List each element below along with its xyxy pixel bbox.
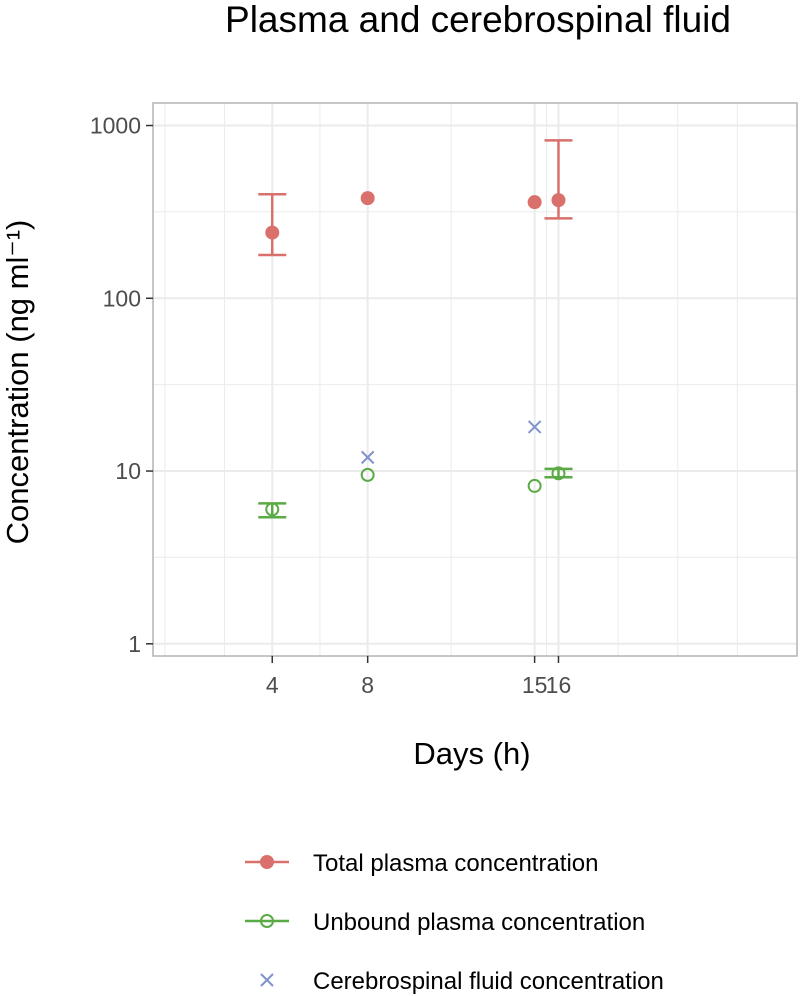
legend-marker	[260, 914, 274, 928]
y-axis-title: Concentration (ng ml⁻¹)	[0, 220, 35, 545]
data-point	[527, 478, 542, 493]
x-tick-label: 8	[361, 672, 374, 698]
legend-item-unbound: Unbound plasma concentration	[245, 909, 645, 936]
legend-item-csf: Cerebrospinal fluid concentration	[260, 968, 664, 995]
data-point	[360, 450, 375, 465]
y-axis: 1 10 100 1000	[90, 113, 153, 657]
data-point	[265, 225, 280, 240]
legend-marker	[260, 855, 274, 869]
y-tick-label: 10	[115, 458, 141, 484]
error-bar	[544, 467, 573, 479]
minor-gridlines	[153, 103, 797, 656]
series-unbound	[258, 466, 573, 519]
data-point	[527, 195, 542, 210]
error-bar	[258, 193, 287, 257]
y-tick-label: 100	[103, 285, 141, 311]
series-csf	[360, 420, 542, 465]
legend: Total plasma concentration Unbound plasma…	[245, 850, 664, 995]
legend-label: Unbound plasma concentration	[313, 909, 645, 936]
legend-marker	[260, 973, 274, 987]
legend-key	[260, 973, 274, 987]
data-point	[527, 420, 542, 434]
x-tick-label: 15	[522, 672, 548, 698]
legend-key	[245, 855, 289, 869]
major-gridlines	[153, 103, 797, 656]
x-tick-label: 4	[266, 672, 279, 698]
x-tick-label: 16	[546, 672, 572, 698]
series-total	[258, 139, 573, 257]
data-point	[551, 466, 566, 481]
data-point	[265, 502, 280, 517]
y-tick-label: 1	[128, 631, 141, 657]
plot-panel	[152, 102, 798, 657]
legend-label: Total plasma concentration	[313, 850, 599, 877]
legend-item-total: Total plasma concentration	[245, 850, 599, 877]
data-point	[360, 467, 375, 482]
data-point	[360, 191, 375, 206]
y-tick-label: 1000	[90, 113, 141, 139]
legend-key	[245, 914, 289, 928]
data-point	[551, 193, 566, 208]
legend-label: Cerebrospinal fluid concentration	[313, 968, 664, 995]
chart-title: Plasma and cerebrospinal fluid	[225, 0, 731, 40]
x-axis-title: Days (h)	[413, 736, 530, 771]
data-series	[258, 139, 573, 519]
